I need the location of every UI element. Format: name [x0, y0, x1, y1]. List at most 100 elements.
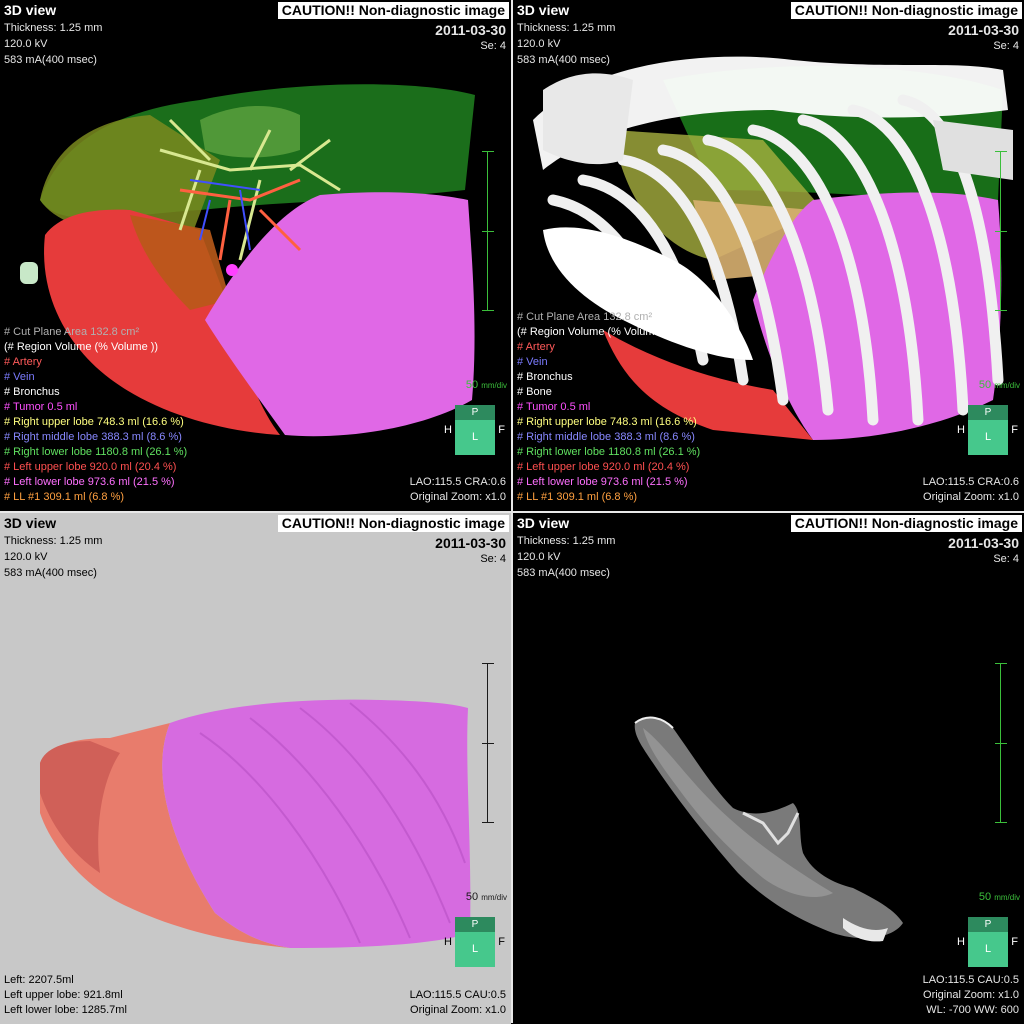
- caution-banner: CAUTION!! Non-diagnostic image: [790, 515, 1022, 532]
- ma-text: 583 mA(400 msec): [4, 567, 97, 579]
- legend-item[interactable]: # Right middle lobe 388.3 ml (8.6 %): [517, 431, 695, 443]
- ma-text: 583 mA(400 msec): [517, 567, 610, 579]
- ct-slice-render[interactable]: [513, 513, 1024, 1024]
- viewport-bottom-left[interactable]: 3D view Thickness: 1.25 mm 120.0 kV 583 …: [0, 513, 511, 1024]
- view-angle: LAO:115.5 CRA:0.6: [922, 476, 1019, 488]
- ma-text: 583 mA(400 msec): [517, 54, 610, 66]
- kv-text: 120.0 kV: [517, 551, 561, 563]
- segment-legend: # Cut Plane Area 132.8 cm² (# Region Volu…: [517, 310, 700, 505]
- series-number: Se: 4: [480, 40, 506, 52]
- legend-item[interactable]: # Bronchus: [517, 371, 573, 383]
- legend-item[interactable]: # Artery: [4, 356, 42, 368]
- legend-item[interactable]: # Bronchus: [4, 386, 60, 398]
- zoom-level: Original Zoom: x1.0: [410, 1004, 506, 1016]
- legend-item[interactable]: # LL #1 309.1 ml (6.8 %): [4, 491, 125, 503]
- study-date: 2011-03-30: [948, 535, 1019, 551]
- legend-item[interactable]: (# Region Volume (% Volume )): [517, 326, 672, 338]
- legend-item[interactable]: # Vein: [517, 356, 548, 368]
- orient-f-label: F: [498, 424, 505, 436]
- legend-item[interactable]: # Left lower lobe 973.6 ml (21.5 %): [517, 476, 688, 488]
- study-date: 2011-03-30: [435, 535, 506, 551]
- orient-h-label: H: [957, 936, 965, 948]
- viewport-top-right[interactable]: 3D view Thickness: 1.25 mm 120.0 kV 583 …: [513, 0, 1024, 511]
- view-info: LAO:115.5 CAU:0.5 Original Zoom: x1.0 WL…: [923, 973, 1019, 1018]
- viewport-top-left[interactable]: 3D view Thickness: 1.25 mm 120.0 kV 583 …: [0, 0, 511, 511]
- orient-h-label: H: [444, 936, 452, 948]
- study-date: 2011-03-30: [435, 22, 506, 38]
- orient-h-label: H: [444, 424, 452, 436]
- scale-bar: [482, 151, 494, 311]
- left-lung-render[interactable]: [0, 513, 511, 1024]
- segment-legend: # Cut Plane Area 132.8 cm² (# Region Volu…: [4, 325, 187, 505]
- orientation-cube[interactable]: P L: [968, 917, 1008, 967]
- legend-item[interactable]: # Artery: [517, 341, 555, 353]
- scale-label: 50 mm/div: [465, 891, 507, 903]
- legend-item[interactable]: # Vein: [4, 371, 35, 383]
- scale-label: 50 mm/div: [978, 891, 1020, 903]
- legend-item[interactable]: # Tumor 0.5 ml: [517, 401, 591, 413]
- thickness-text: Thickness: 1.25 mm: [517, 22, 616, 34]
- orientation-cube[interactable]: P L: [968, 405, 1008, 455]
- legend-item[interactable]: # Left upper lobe 920.0 ml (20.4 %): [4, 461, 177, 473]
- legend-item[interactable]: # Left lower lobe 973.6 ml (21.5 %): [4, 476, 175, 488]
- orient-h-label: H: [957, 424, 965, 436]
- acquisition-info: Thickness: 1.25 mm 120.0 kV 583 mA(400 m…: [517, 533, 615, 581]
- orient-f-label: F: [498, 936, 505, 948]
- scale-bar: [995, 151, 1007, 311]
- legend-item[interactable]: # Right lower lobe 1180.8 ml (26.1 %): [4, 446, 188, 458]
- window-level: WL: -700 WW: 600: [926, 1004, 1019, 1016]
- series-number: Se: 4: [480, 553, 506, 565]
- legend-item[interactable]: # Cut Plane Area 132.8 cm²: [517, 311, 653, 323]
- series-number: Se: 4: [993, 553, 1019, 565]
- caution-banner: CAUTION!! Non-diagnostic image: [277, 515, 509, 532]
- scale-bar: [482, 663, 494, 823]
- thickness-text: Thickness: 1.25 mm: [517, 535, 616, 547]
- legend-item[interactable]: # Left upper lobe 920.0 ml (20.4 %): [517, 461, 690, 473]
- view-angle: LAO:115.5 CAU:0.5: [409, 989, 506, 1001]
- left-volume: Left: 2207.5ml: [4, 974, 74, 986]
- viewport-bottom-right[interactable]: 3D view Thickness: 1.25 mm 120.0 kV 583 …: [513, 513, 1024, 1024]
- acquisition-info: Thickness: 1.25 mm 120.0 kV 583 mA(400 m…: [517, 20, 615, 68]
- thickness-text: Thickness: 1.25 mm: [4, 22, 103, 34]
- study-date: 2011-03-30: [948, 22, 1019, 38]
- kv-text: 120.0 kV: [4, 551, 48, 563]
- legend-item[interactable]: # Right lower lobe 1180.8 ml (26.1 %): [517, 446, 701, 458]
- scale-bar: [995, 663, 1007, 823]
- legend-item[interactable]: # Tumor 0.5 ml: [4, 401, 78, 413]
- left-lower-volume: Left lower lobe: 1285.7ml: [4, 1004, 127, 1016]
- view-angle: LAO:115.5 CAU:0.5: [922, 974, 1019, 986]
- orient-f-label: F: [1011, 424, 1018, 436]
- orientation-cube[interactable]: P L: [455, 405, 495, 455]
- caution-banner: CAUTION!! Non-diagnostic image: [277, 2, 509, 19]
- lung-3d-render[interactable]: [0, 0, 511, 511]
- viewport-divider-horizontal[interactable]: [0, 511, 1024, 513]
- thickness-text: Thickness: 1.25 mm: [4, 535, 103, 547]
- ma-text: 583 mA(400 msec): [4, 54, 97, 66]
- scale-label: 50 mm/div: [978, 379, 1020, 391]
- legend-item[interactable]: # Right upper lobe 748.3 ml (16.6 %): [517, 416, 697, 428]
- zoom-level: Original Zoom: x1.0: [923, 491, 1019, 503]
- legend-item[interactable]: # Right middle lobe 388.3 ml (8.6 %): [4, 431, 182, 443]
- zoom-level: Original Zoom: x1.0: [923, 989, 1019, 1001]
- legend-item[interactable]: (# Region Volume (% Volume )): [4, 341, 159, 353]
- kv-text: 120.0 kV: [4, 38, 48, 50]
- legend-item[interactable]: # LL #1 309.1 ml (6.8 %): [517, 491, 638, 503]
- view-info: LAO:115.5 CRA:0.6 Original Zoom: x1.0: [410, 475, 506, 505]
- viewport-title: 3D view: [4, 515, 57, 531]
- viewport-title: 3D view: [4, 2, 57, 18]
- thorax-bone-render[interactable]: [513, 0, 1024, 511]
- caution-banner: CAUTION!! Non-diagnostic image: [790, 2, 1022, 19]
- kv-text: 120.0 kV: [517, 38, 561, 50]
- series-number: Se: 4: [993, 40, 1019, 52]
- orient-f-label: F: [1011, 936, 1018, 948]
- legend-item[interactable]: # Bone: [517, 386, 552, 398]
- left-upper-volume: Left upper lobe: 921.8ml: [4, 989, 123, 1001]
- orientation-cube[interactable]: P L: [455, 917, 495, 967]
- legend-item[interactable]: # Cut Plane Area 132.8 cm²: [4, 326, 140, 338]
- zoom-level: Original Zoom: x1.0: [410, 491, 506, 503]
- view-info: LAO:115.5 CRA:0.6 Original Zoom: x1.0: [923, 475, 1019, 505]
- acquisition-info: Thickness: 1.25 mm 120.0 kV 583 mA(400 m…: [4, 533, 102, 581]
- legend-item[interactable]: # Right upper lobe 748.3 ml (16.6 %): [4, 416, 184, 428]
- viewport-title: 3D view: [517, 515, 570, 531]
